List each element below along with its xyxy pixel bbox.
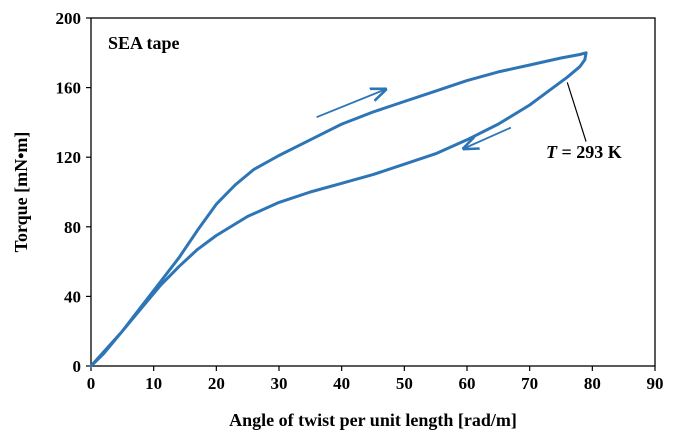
x-tick-label: 60 — [459, 374, 476, 393]
x-axis-ticks: 0 10 20 30 40 50 60 70 80 90 — [87, 366, 664, 393]
x-tick-label: 10 — [145, 374, 162, 393]
x-tick-label: 30 — [271, 374, 288, 393]
x-tick-label: 0 — [87, 374, 96, 393]
y-tick-label: 120 — [56, 148, 82, 167]
y-axis-ticks: 0 40 80 120 160 200 — [56, 9, 91, 376]
x-tick-label: 50 — [396, 374, 413, 393]
temperature-label: T = 293 K — [546, 142, 622, 162]
y-tick-label: 200 — [56, 9, 82, 28]
x-tick-label: 20 — [208, 374, 225, 393]
y-tick-label: 0 — [73, 357, 82, 376]
temperature-value: = 293 K — [557, 142, 622, 162]
y-axis-title: Torque [mN•m] — [11, 132, 31, 253]
x-tick-label: 70 — [521, 374, 538, 393]
x-tick-label: 80 — [584, 374, 601, 393]
direction-arrows — [316, 89, 512, 149]
direction-arrow — [464, 126, 512, 149]
x-tick-label: 90 — [647, 374, 664, 393]
x-axis-title: Angle of twist per unit length [rad/m] — [229, 410, 517, 430]
plot-frame — [90, 17, 656, 367]
y-tick-label: 40 — [64, 287, 81, 306]
y-tick-label: 80 — [64, 218, 81, 237]
panel-label: SEA tape — [108, 33, 180, 53]
x-tick-label: 40 — [333, 374, 350, 393]
hysteresis-loop-line — [89, 51, 588, 368]
temperature-symbol: T — [546, 142, 558, 162]
y-tick-label: 160 — [56, 79, 82, 98]
temperature-callout-line — [566, 82, 587, 142]
direction-arrow — [316, 89, 386, 119]
